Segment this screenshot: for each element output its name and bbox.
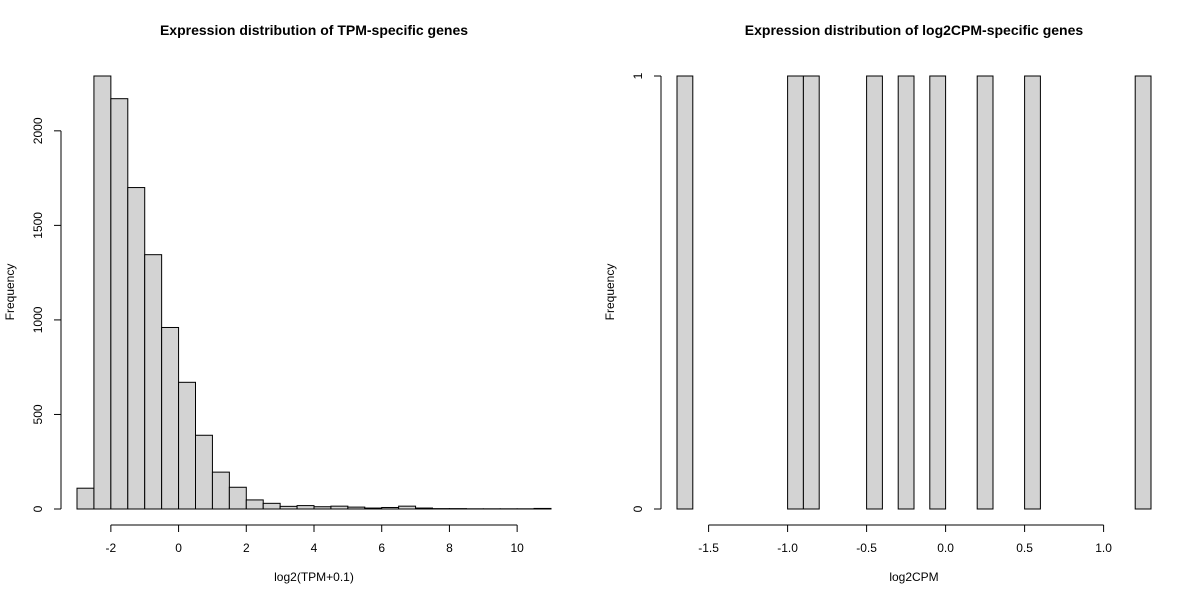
histogram-bar — [330, 505, 349, 510]
histogram-bar — [313, 506, 332, 510]
histogram-bar — [1024, 75, 1041, 510]
x-tick-label: 0.5 — [1016, 541, 1033, 555]
x-tick-label: 2 — [243, 541, 250, 555]
x-tick-label: -1.0 — [777, 541, 798, 555]
histogram-bar — [533, 507, 552, 510]
histogram-bar — [398, 505, 417, 510]
tpm-histogram-panel: Expression distribution of TPM-specific … — [3, 22, 552, 584]
histogram-bar — [347, 506, 366, 510]
x-tick-label: 1.0 — [1095, 541, 1112, 555]
histogram-bar — [976, 75, 994, 510]
x-tick-label: 10 — [510, 541, 524, 555]
x-axis: -1.5 -1.0 -0.5 0.0 0.5 1.0 — [698, 524, 1112, 555]
y-tick-label: 0 — [631, 505, 645, 512]
histogram-bar — [93, 75, 112, 510]
histogram-bar — [802, 75, 820, 510]
histogram-bar — [76, 487, 95, 510]
histogram-bar — [1134, 75, 1152, 510]
histogram-bar — [245, 499, 264, 510]
y-axis-label: Frequency — [603, 264, 617, 321]
chart-title: Expression distribution of log2CPM-speci… — [745, 22, 1084, 38]
y-tick-label: 1000 — [31, 306, 45, 333]
x-axis: -2 0 2 4 6 8 10 — [106, 524, 524, 555]
bars — [76, 75, 552, 510]
histogram-bar — [127, 187, 146, 510]
histogram-bar — [415, 507, 434, 510]
histogram-bar — [110, 98, 129, 510]
histogram-bar — [676, 75, 694, 510]
y-tick-label: 500 — [31, 404, 45, 424]
x-tick-label: 0 — [175, 541, 182, 555]
y-tick-label: 1 — [631, 72, 645, 79]
y-tick-label: 2000 — [31, 117, 45, 144]
x-axis-label: log2(TPM+0.1) — [274, 570, 354, 584]
histogram-bar — [228, 486, 247, 510]
x-tick-label: 6 — [378, 541, 385, 555]
x-tick-label: 4 — [311, 541, 318, 555]
x-tick-label: -2 — [106, 541, 117, 555]
histogram-bar — [279, 505, 298, 510]
y-tick-label: 1500 — [31, 212, 45, 239]
log2cpm-histogram-panel: Expression distribution of log2CPM-speci… — [603, 22, 1152, 584]
y-tick-label: 0 — [31, 505, 45, 512]
chart-title: Expression distribution of TPM-specific … — [160, 22, 468, 38]
histogram-bar — [381, 506, 400, 510]
x-axis-label: log2CPM — [889, 570, 938, 584]
x-tick-label: 8 — [446, 541, 453, 555]
bars — [676, 75, 1152, 510]
x-tick-label: 0.0 — [937, 541, 954, 555]
histogram-bar — [296, 505, 315, 510]
histogram-bar — [929, 75, 947, 510]
x-tick-label: -0.5 — [856, 541, 877, 555]
x-tick-label: -1.5 — [698, 541, 719, 555]
histogram-bar — [144, 254, 163, 510]
histogram-bar — [897, 75, 915, 510]
histogram-bar — [178, 381, 197, 510]
histogram-bar — [787, 75, 804, 510]
y-axis: 01 — [631, 72, 662, 512]
y-axis-label: Frequency — [3, 264, 17, 321]
histogram-bar — [161, 326, 180, 510]
histogram-bar — [262, 502, 281, 510]
y-axis: 0 500 1000 1500 2000 — [31, 117, 62, 512]
histogram-bar — [364, 507, 383, 510]
histogram-bar — [866, 75, 883, 510]
histogram-bar — [211, 471, 230, 510]
histogram-bar — [195, 434, 213, 510]
